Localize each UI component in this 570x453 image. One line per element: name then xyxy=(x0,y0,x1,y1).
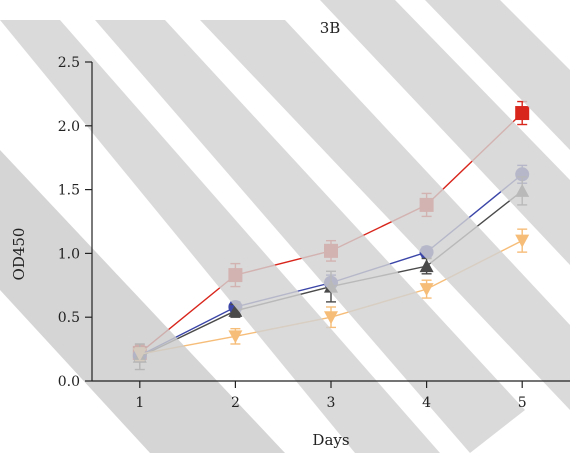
y-tick-label: 0.0 xyxy=(58,374,80,390)
watermark-stroke xyxy=(320,0,570,265)
watermark-stroke xyxy=(0,20,440,453)
data-point xyxy=(419,283,434,297)
x-tick-label: 3 xyxy=(327,395,336,411)
x-tick-label: 4 xyxy=(422,395,431,411)
y-tick-label: 2.5 xyxy=(58,55,80,71)
axes: 0.0 0.5 1.0 1.5 2.0 2.5 1 2 3 4 5 xyxy=(58,55,570,411)
watermark-stroke xyxy=(0,150,285,453)
y-tick-label: 1.0 xyxy=(58,246,80,262)
data-point xyxy=(515,234,530,248)
y-tick-label: 1.5 xyxy=(58,183,80,199)
x-tick-label: 5 xyxy=(518,395,527,411)
data-point xyxy=(228,330,243,344)
y-tick-label: 2.0 xyxy=(58,119,80,135)
data-point xyxy=(228,303,243,317)
watermark-stroke xyxy=(95,20,525,453)
chart-title: 3B xyxy=(320,19,341,37)
watermark-stroke xyxy=(425,0,570,150)
data-point xyxy=(515,106,530,121)
data-point xyxy=(324,311,338,325)
series-4 xyxy=(132,228,530,362)
y-axis-label: OD450 xyxy=(10,228,28,281)
data-point xyxy=(419,259,434,273)
y-tick-label: 0.5 xyxy=(58,310,80,326)
watermark-stroke xyxy=(200,20,570,410)
x-tick-label: 2 xyxy=(231,395,240,411)
x-axis-label: Days xyxy=(312,431,349,449)
x-tick-label: 1 xyxy=(135,395,144,411)
